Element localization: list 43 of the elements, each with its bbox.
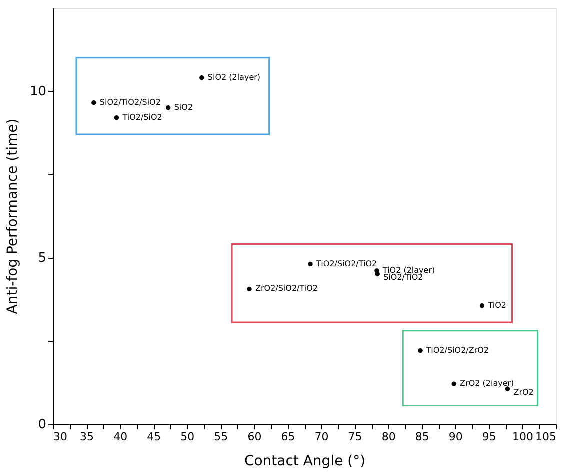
x-tick-label: 85 bbox=[415, 430, 430, 444]
x-tick-label: 35 bbox=[80, 430, 94, 444]
y-tick-label: 5 bbox=[38, 251, 46, 266]
annotation: TiO2 (2layer) bbox=[382, 266, 436, 275]
annotation: ZrO2/SiO2/TiO2 bbox=[256, 284, 318, 294]
x-tick-label: 65 bbox=[281, 430, 296, 444]
x-tick-label: 40 bbox=[114, 430, 128, 444]
annotation: TiO2/SiO2/ZrO2 bbox=[426, 346, 490, 355]
point bbox=[200, 76, 204, 80]
point bbox=[480, 304, 485, 308]
annotation: ZrO2 bbox=[514, 388, 534, 398]
y-tick-label: 10 bbox=[30, 84, 46, 100]
x-axis-title: Contact Angle (°) bbox=[244, 454, 366, 470]
x-tick-label: 75 bbox=[348, 430, 362, 444]
point bbox=[92, 100, 96, 106]
x-tick-label: 105 bbox=[536, 430, 556, 444]
y-tick-label: 0 bbox=[38, 418, 46, 432]
annotation: SiO2/TiO2 bbox=[384, 273, 424, 282]
annotation: TiO2/SiO2 bbox=[122, 112, 162, 122]
point bbox=[308, 262, 313, 267]
annotation: ZrO2 (2layer) bbox=[460, 379, 514, 388]
x-tick-label: 60 bbox=[248, 430, 262, 444]
point bbox=[418, 348, 423, 354]
y-axis-title: Anti-fog Performance (time) bbox=[4, 118, 21, 314]
point bbox=[114, 115, 120, 120]
annotation: TiO2/SiO2/TiO2 bbox=[316, 259, 378, 268]
x-tick-label: 100 bbox=[512, 430, 534, 444]
x-tick-label: 45 bbox=[147, 430, 162, 444]
point bbox=[247, 286, 252, 292]
point bbox=[375, 272, 380, 277]
x-tick-label: 90 bbox=[448, 430, 463, 444]
annotation: TiO2 bbox=[487, 300, 506, 310]
x-tick-label: 30 bbox=[54, 430, 68, 444]
x-tick-label: 55 bbox=[214, 430, 228, 444]
x-tick-label: 50 bbox=[180, 430, 195, 444]
point bbox=[166, 106, 171, 110]
annotation: SiO2 bbox=[174, 102, 194, 112]
x-tick-label: 80 bbox=[382, 430, 396, 444]
point bbox=[452, 382, 456, 386]
annotation: SiO2 (2layer) bbox=[208, 72, 261, 82]
annotation: SiO2/TiO2/SiO2 bbox=[100, 98, 161, 107]
x-tick-label: 70 bbox=[314, 430, 329, 444]
x-tick-label: 95 bbox=[482, 430, 496, 444]
